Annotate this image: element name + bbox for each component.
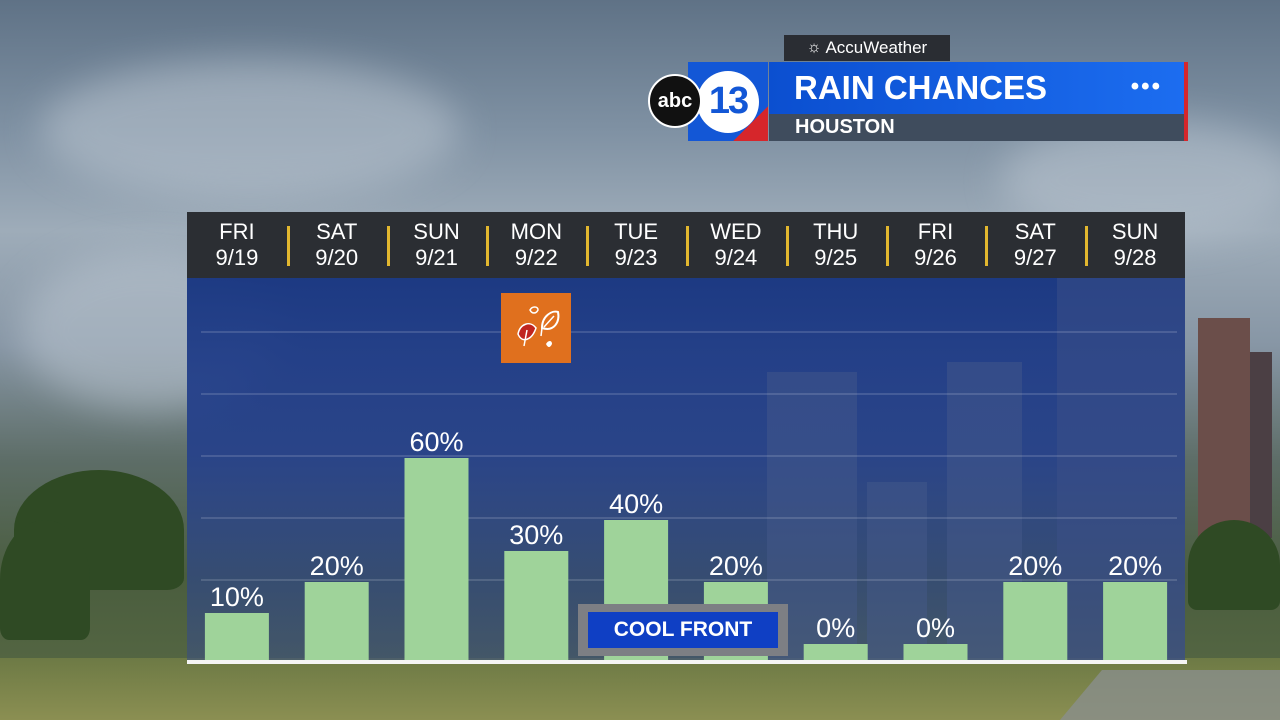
page-title: RAIN CHANCES [794,69,1048,106]
day-date: 9/23 [614,245,658,270]
location-bar: HOUSTON [769,114,1184,141]
autumn-leaves-icon [501,293,571,363]
day-date: 9/25 [814,245,858,270]
day-date: 9/21 [415,245,458,270]
channel-number: 13 [697,70,759,133]
day-weekday: THU [813,219,859,244]
location-label: HOUSTON [795,116,895,138]
day-weekday: FRI [917,219,954,244]
day-column-header: FRI 9/26 [885,212,986,278]
day-date: 9/20 [315,245,359,270]
sun-icon: ☼ [806,39,822,56]
cool-front-text: COOL FRONT [588,612,778,648]
day-weekday: FRI [219,219,255,244]
cool-front-label: COOL FRONT [578,604,788,656]
day-date: 9/28 [1113,245,1157,270]
day-date: 9/22 [514,245,558,270]
day-column-header: SUN 9/28 [1085,212,1185,278]
accuweather-badge: ☼ AccuWeather [784,35,950,61]
day-weekday: SAT [1014,219,1056,244]
day-weekday: SUN [1111,219,1159,244]
accent-edge [1184,62,1188,141]
day-date: 9/24 [714,245,758,270]
day-column-header: THU 9/25 [785,212,886,278]
day-date: 9/26 [914,245,957,270]
day-date: 9/19 [215,245,259,270]
title-bar: RAIN CHANCES ••• [769,62,1184,114]
day-column-header: TUE 9/23 [586,212,686,278]
day-weekday: MON [510,219,562,244]
day-weekday: SAT [316,219,358,244]
day-column-header: SAT 9/27 [985,212,1085,278]
day-column-header: MON 9/22 [486,212,586,278]
day-weekday: TUE [614,219,659,244]
day-weekday: SUN [413,219,460,244]
day-column-header: WED 9/24 [685,212,786,278]
abc-logo: abc [648,74,702,128]
day-header: FRI 9/19 SAT 9/20 SUN 9/21 MON 9/22 TUE 9/23 WED 9/… [187,212,1185,278]
day-column-header: FRI 9/19 [187,212,287,278]
provider-label: AccuWeather [825,38,928,57]
day-column-header: SAT 9/20 [286,212,387,278]
day-column-header: SUN 9/21 [386,212,487,278]
ellipsis-icon[interactable]: ••• [1130,73,1162,100]
day-date: 9/27 [1013,245,1057,270]
chart-baseline [187,660,1187,664]
day-weekday: WED [710,219,762,244]
